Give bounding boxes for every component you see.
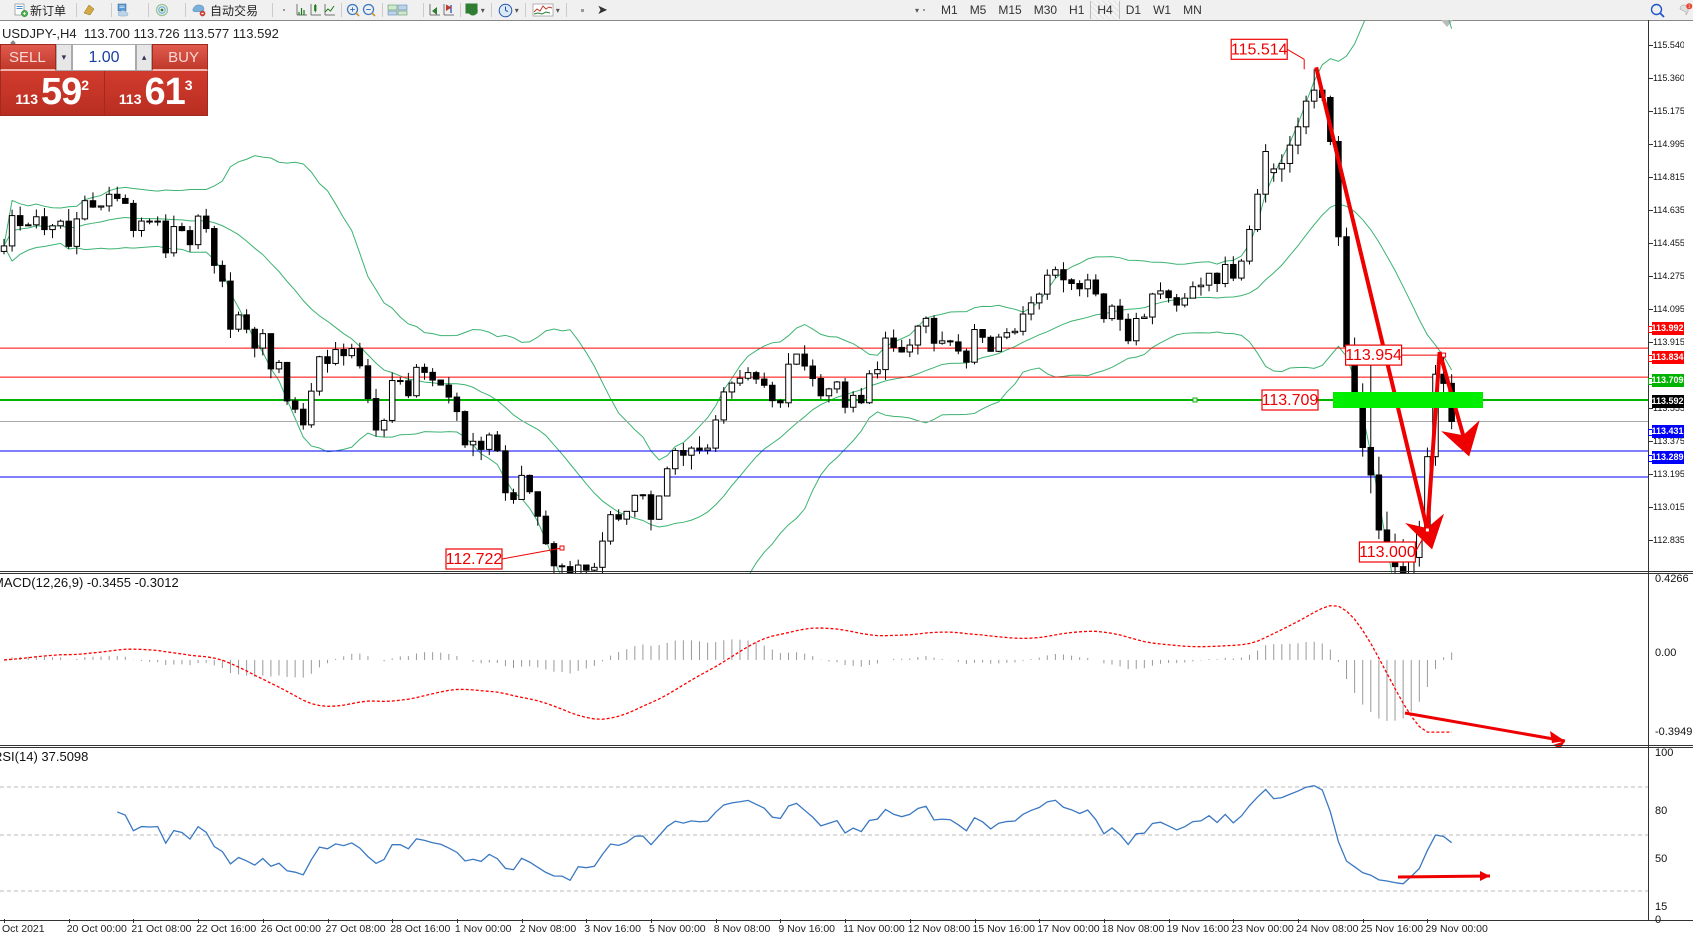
svg-text:113.709: 113.709 (1262, 392, 1319, 409)
svg-text:112.722: 112.722 (446, 551, 503, 568)
svg-text:115.514: 115.514 (1231, 41, 1288, 58)
svg-text:113.000: 113.000 (1359, 544, 1416, 561)
svg-text:113.954: 113.954 (1345, 347, 1402, 364)
